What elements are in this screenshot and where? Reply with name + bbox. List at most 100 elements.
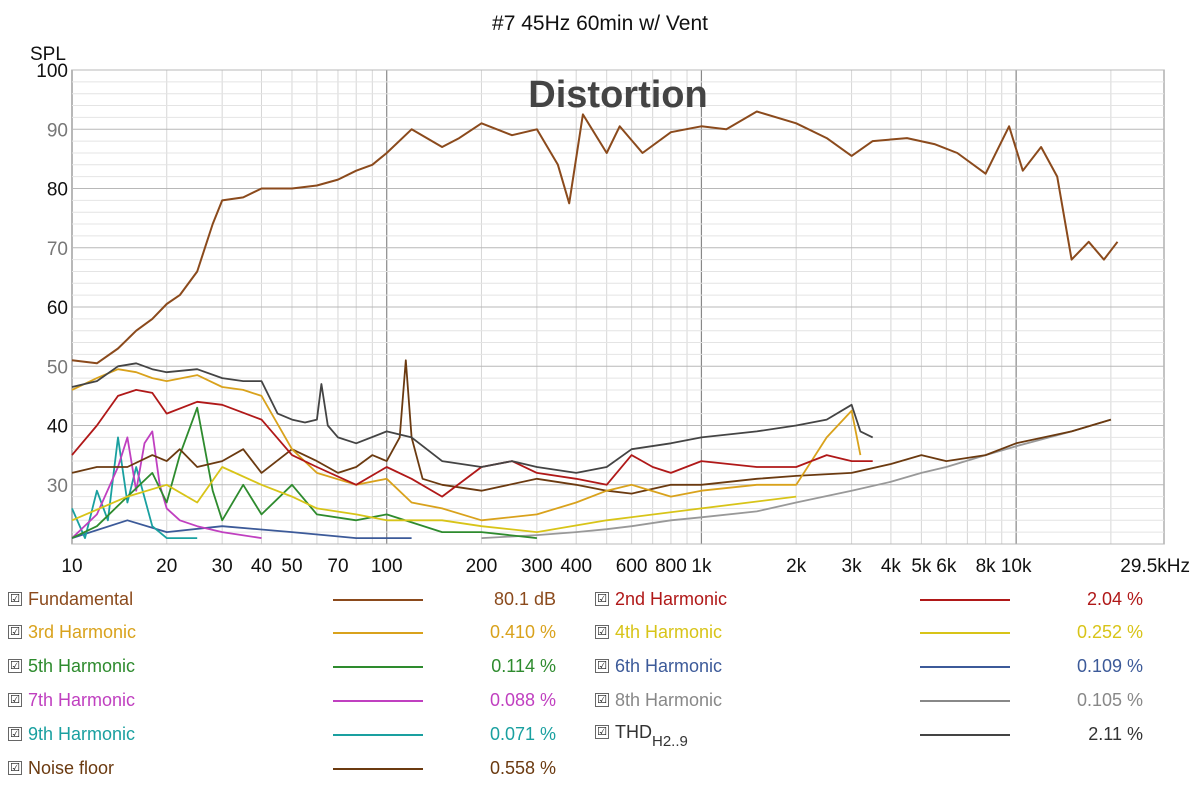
legend-swatch [920, 666, 1010, 668]
legend-value: 0.114 % [491, 656, 556, 676]
y-tick-label: 70 [47, 239, 68, 260]
checkbox-icon[interactable]: ☑ [8, 761, 22, 775]
y-tick-label: 50 [47, 357, 68, 378]
series-line-fundamental [71, 110, 1119, 365]
legend-h3[interactable]: ☑ 3rd Harmonic 0.410 % [8, 622, 568, 650]
x-tick-label: 800 [655, 556, 687, 577]
legend-swatch [333, 599, 423, 601]
legend-h2[interactable]: ☑ 2nd Harmonic 2.04 % [595, 589, 1155, 617]
x-tick-label: 100 [371, 556, 403, 577]
chart-title: #7 45Hz 60min w/ Vent [492, 12, 708, 35]
series-line-noise-floor [71, 359, 1112, 495]
x-tick-label: 30 [212, 556, 233, 577]
legend-fundamental[interactable]: ☑ Fundamental 80.1 dB [8, 589, 568, 617]
grid-lines [71, 69, 1164, 545]
x-tick-label: 3k [842, 556, 863, 577]
series-line-5th-harmonic [71, 406, 537, 539]
checkbox-icon[interactable]: ☑ [8, 592, 22, 606]
x-tick-label: 10k [1001, 556, 1032, 577]
x-tick-label: 2k [786, 556, 807, 577]
legend-swatch [333, 734, 423, 736]
legend-label: 8th Harmonic [615, 690, 723, 710]
checkbox-icon[interactable]: ☑ [8, 727, 22, 741]
legend-swatch [920, 632, 1010, 634]
legend-label: Fundamental [28, 589, 134, 609]
y-tick-label: 40 [47, 417, 68, 438]
x-tick-label: 5k [911, 556, 932, 577]
legend-label: 7th Harmonic [28, 690, 136, 710]
checkbox-icon[interactable]: ☑ [8, 693, 22, 707]
legend-value: 0.410 % [489, 622, 556, 642]
legend-value: 2.11 % [1088, 724, 1143, 744]
y-axis-ticks: 30 40 50 60 70 80 90 100 [36, 61, 68, 497]
legend-value: 0.071 % [489, 724, 556, 744]
legend-h7[interactable]: ☑ 7th Harmonic 0.088 % [8, 690, 568, 718]
x-tick-label: 29.5kHz [1120, 556, 1190, 577]
series-line-4th-harmonic [71, 466, 797, 533]
legend-swatch [333, 700, 423, 702]
checkbox-icon[interactable]: ☑ [8, 659, 22, 673]
legend-value: 0.558 % [489, 758, 556, 778]
legend-value: 80.1 dB [493, 589, 556, 609]
legend-swatch [333, 768, 423, 770]
legend-label: 5th Harmonic [28, 656, 136, 676]
legend-label: THDH2..9 [615, 722, 688, 750]
legend-h6[interactable]: ☑ 6th Harmonic 0.109 % [595, 656, 1155, 684]
x-tick-label: 20 [156, 556, 177, 577]
legend-noise-floor[interactable]: ☑ Noise floor 0.558 % [8, 758, 568, 786]
series-line-3rd-harmonic [71, 368, 862, 522]
legend-swatch [920, 734, 1010, 736]
thd-label: THD [615, 722, 652, 742]
legend-label: 9th Harmonic [28, 724, 136, 744]
checkbox-icon[interactable]: ☑ [595, 725, 609, 739]
y-tick-label: 60 [47, 298, 68, 319]
distortion-chart: #7 45Hz 60min w/ Vent SPL Distortion 30 4… [30, 12, 1190, 577]
legend-swatch [333, 666, 423, 668]
checkbox-icon[interactable]: ☑ [595, 592, 609, 606]
y-tick-label: 90 [47, 120, 68, 141]
legend-label: 3rd Harmonic [28, 622, 137, 642]
x-tick-label: 6k [936, 556, 957, 577]
series-line-thd-h2-9 [71, 362, 874, 474]
series-line-8th-harmonic [481, 418, 1112, 539]
x-axis-ticks: 10 20 30 40 50 70 100 200 300 400 600 800 1k 2k 3k 4k 5k… [61, 556, 1190, 577]
legend-h4[interactable]: ☑ 4th Harmonic 0.252 % [595, 622, 1155, 650]
thd-subscript: H2..9 [652, 733, 688, 750]
x-tick-label: 300 [521, 556, 553, 577]
series-line-6th-harmonic [71, 519, 412, 539]
legend-value: 0.252 % [1076, 622, 1143, 642]
legend-value: 0.088 % [489, 690, 556, 710]
x-tick-label: 10 [61, 556, 82, 577]
legend-h9[interactable]: ☑ 9th Harmonic 0.071 % [8, 724, 568, 752]
series-line-2nd-harmonic [71, 388, 873, 498]
legend-h5[interactable]: ☑ 5th Harmonic 0.114 % [8, 656, 568, 684]
x-tick-label: 1k [691, 556, 712, 577]
y-tick-label: 80 [47, 180, 68, 201]
y-tick-label: 100 [36, 61, 68, 82]
y-axis-label: SPL [30, 44, 66, 65]
legend-thd[interactable]: ☑ THDH2..9 2.11 % [595, 722, 1155, 758]
x-tick-label: 8k [976, 556, 997, 577]
x-tick-label: 50 [281, 556, 302, 577]
checkbox-icon[interactable]: ☑ [595, 659, 609, 673]
legend-label: 2nd Harmonic [615, 589, 728, 609]
legend-label: 6th Harmonic [615, 656, 723, 676]
x-tick-label: 400 [560, 556, 592, 577]
chart-watermark: Distortion [528, 74, 707, 116]
checkbox-icon[interactable]: ☑ [595, 693, 609, 707]
legend-label: Noise floor [28, 758, 115, 778]
legend-h8[interactable]: ☑ 8th Harmonic 0.105 % [595, 690, 1155, 718]
legend-label: 4th Harmonic [615, 622, 723, 642]
x-tick-label: 200 [466, 556, 498, 577]
series-line-9th-harmonic [71, 436, 198, 539]
checkbox-icon[interactable]: ☑ [8, 625, 22, 639]
legend-swatch [920, 599, 1010, 601]
series-layer [71, 110, 1119, 539]
x-tick-label: 4k [881, 556, 902, 577]
legend-value: 2.04 % [1086, 589, 1143, 609]
y-tick-label: 30 [47, 476, 68, 497]
legend-swatch [333, 632, 423, 634]
x-tick-label: 600 [616, 556, 648, 577]
legend-value: 0.109 % [1076, 656, 1143, 676]
checkbox-icon[interactable]: ☑ [595, 625, 609, 639]
